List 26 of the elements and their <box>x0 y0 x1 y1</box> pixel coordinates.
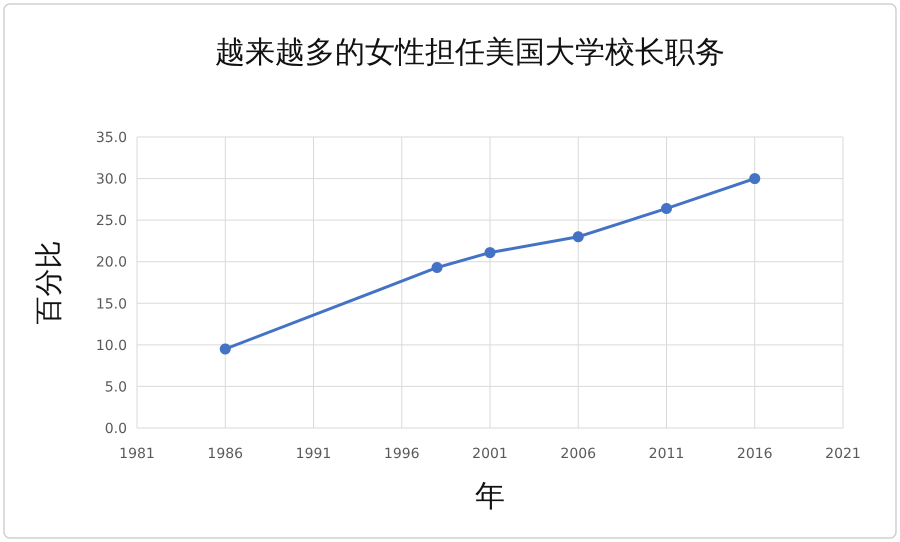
point <box>220 344 231 355</box>
y-tick-label: 5.0 <box>104 379 127 396</box>
y-tick-label: 10.0 <box>96 338 127 354</box>
y-tick-label: 15.0 <box>96 296 127 312</box>
y-tick-label: 30.0 <box>96 172 127 188</box>
x-tick-label: 1996 <box>384 446 420 462</box>
y-axis-title: 百分比 <box>32 240 65 324</box>
point <box>484 247 496 258</box>
chart-title: 越来越多的女性担任美国大学校长职务 <box>215 35 725 70</box>
x-tick-label: 1986 <box>207 446 244 462</box>
y-tick-label: 20.0 <box>96 254 127 271</box>
x-tick-label: 2016 <box>736 446 773 462</box>
x-tick-label: 2021 <box>825 446 861 462</box>
x-tick-label: 2001 <box>472 446 508 462</box>
y-tick-label: 25.0 <box>96 213 127 230</box>
x-tick-label: 2006 <box>560 446 596 462</box>
point <box>432 262 443 274</box>
x-axis-title: 年 <box>475 479 505 514</box>
x-tick-label: 2011 <box>648 446 684 462</box>
y-tick-label: 35.0 <box>96 130 127 146</box>
x-tick-label: 1991 <box>296 446 332 462</box>
point <box>749 173 760 184</box>
point <box>572 231 584 242</box>
point <box>661 203 672 214</box>
x-tick-label: 1981 <box>119 446 155 462</box>
y-tick-label: 0.0 <box>104 421 127 437</box>
